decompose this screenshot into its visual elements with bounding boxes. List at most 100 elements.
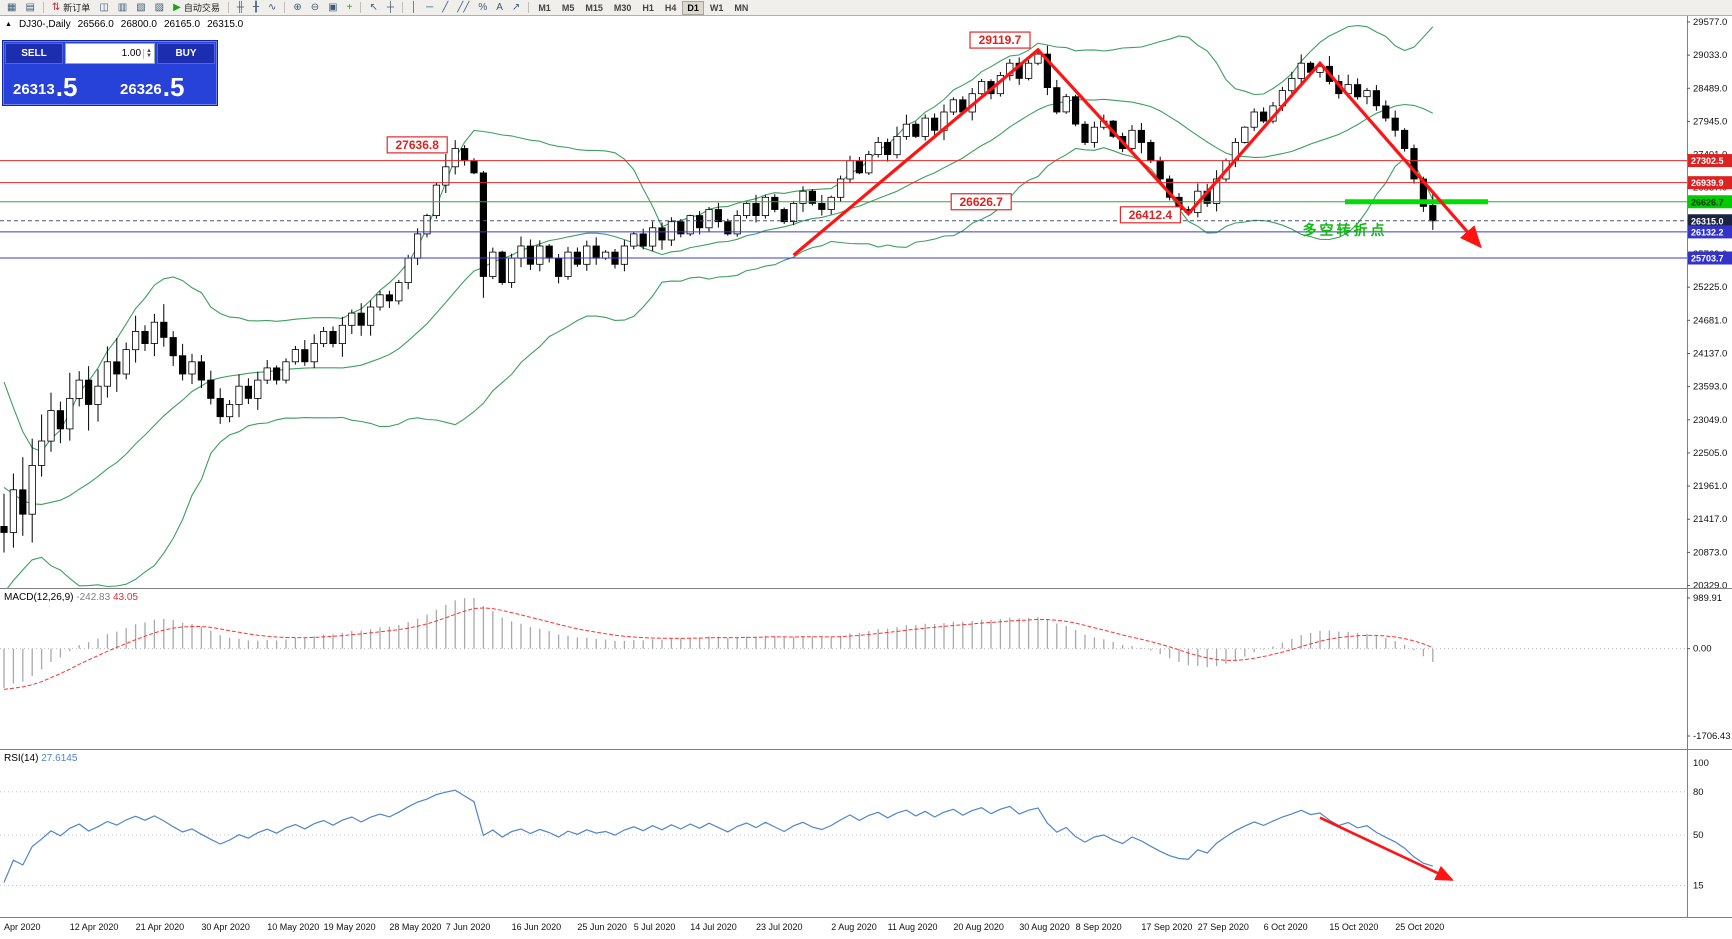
price-callout-label: 27636.8: [396, 138, 440, 152]
price-tick-label: 27945.0: [1693, 116, 1727, 127]
price-tick-label: 23593.0: [1693, 382, 1727, 393]
terminal-button[interactable]: ▨: [151, 1, 168, 15]
crosshair-button[interactable]: ┼: [383, 1, 398, 15]
timeframe-d1-button[interactable]: D1: [682, 0, 704, 15]
horizontal-line-icon: ─: [426, 1, 434, 13]
zoom-out-button[interactable]: ⊖: [307, 1, 323, 15]
chart-windows-icon: ◫: [99, 1, 109, 13]
fibonacci-button[interactable]: %: [474, 1, 491, 15]
price-level-badge-label: 26132.2: [1691, 227, 1724, 237]
timeframe-h1-button[interactable]: H1: [637, 1, 659, 15]
price-tick-label: 20873.0: [1693, 547, 1727, 558]
buy-price-main: 26326: [120, 81, 162, 99]
bollinger-bands[interactable]: [3, 25, 1434, 588]
crosshair-icon: ┼: [386, 1, 394, 13]
autotrading-button[interactable]: ▶ 自动交易: [169, 1, 224, 15]
zoom-in-button[interactable]: ⊕: [289, 1, 305, 15]
price-axis[interactable]: 29577.029033.028489.027945.027401.026857…: [1687, 17, 1727, 588]
buy-button[interactable]: BUY: [157, 43, 215, 64]
price-callout-label: 26626.7: [960, 195, 1004, 209]
autotrading-button-label: 自动交易: [183, 3, 220, 13]
timeframe-h4-button[interactable]: H4: [660, 1, 682, 15]
candlestick-chart-button[interactable]: ╂: [249, 1, 263, 15]
price-tick-label: 29577.0: [1693, 17, 1727, 28]
vertical-line-icon: │: [410, 1, 418, 13]
symbol-info: ▲ DJ30-,Daily 26566.0 26800.0 26165.0 26…: [5, 19, 243, 30]
chart-windows-button[interactable]: ◫: [95, 1, 112, 15]
macd-label: MACD(12,26,9) -242.83 43.05: [4, 592, 138, 603]
price-callout-box[interactable]: [386, 136, 448, 154]
timeframe-m15-button[interactable]: M15: [580, 1, 608, 15]
date-label: 16 Jun 2020: [511, 922, 562, 932]
bar-chart-button[interactable]: ╫: [233, 1, 248, 15]
cursor-button[interactable]: ↖: [365, 1, 381, 15]
ohlc-high: 26800.0: [120, 19, 157, 30]
channel-icon: ╱╱: [457, 1, 470, 13]
candlesticks: [0, 45, 1437, 553]
rsi-axis-label: 15: [1693, 880, 1704, 891]
turning-point-annotation[interactable]: 多空转折点: [1303, 222, 1388, 238]
sell-price-main: 26313: [13, 81, 55, 99]
price-tick-label: 21417.0: [1693, 514, 1727, 525]
volume-spinner[interactable]: ▲ ▼: [143, 47, 154, 59]
sell-price[interactable]: 26313 .5: [3, 64, 110, 103]
arrow-tool-button[interactable]: ↗: [508, 1, 524, 15]
rsi-axis-label: 80: [1693, 787, 1704, 798]
macd-histogram: [3, 598, 1434, 688]
text-button[interactable]: A: [492, 1, 507, 15]
rsi-label: RSI(14) 27.6145: [4, 753, 78, 764]
price-callout-box[interactable]: [1119, 206, 1182, 224]
volume-value[interactable]: 1.00: [121, 48, 142, 59]
price-callout-box[interactable]: [950, 193, 1012, 211]
rsi-axis-label: 100: [1693, 758, 1709, 769]
line-chart-button[interactable]: ∿: [264, 1, 280, 15]
timeframe-m5-button[interactable]: M5: [557, 1, 580, 15]
macd-panel[interactable]: 989.91 0.00 -1706.43 MACD(12,26,9) -242.83 …: [0, 588, 1732, 749]
main-chart-canvas[interactable]: 29577.029033.028489.027945.027401.026857…: [0, 16, 1732, 588]
price-level-badge-label: 26939.9: [1691, 178, 1724, 188]
spin-down-icon[interactable]: ▼: [146, 52, 152, 59]
tile-windows-button[interactable]: ▣: [324, 1, 341, 15]
date-label: 15 Oct 2020: [1329, 922, 1379, 932]
bollinger-upper-band: [3, 25, 1434, 453]
volume-input[interactable]: 1.00 ▲ ▼: [65, 43, 155, 64]
date-label: 20 Aug 2020: [953, 922, 1004, 932]
date-label: 17 Sep 2020: [1141, 922, 1193, 932]
date-label: 25 Jun 2020: [577, 922, 627, 932]
price-callout-box[interactable]: [969, 31, 1031, 49]
price-level-badge: [1688, 251, 1732, 265]
date-label: 28 May 2020: [389, 922, 442, 932]
price-callout-label: 29119.7: [979, 33, 1022, 47]
timeframe-mn-button[interactable]: MN: [729, 1, 753, 15]
rsi-panel[interactable]: 100 80 50 15 RSI(14) 27.6145: [0, 749, 1732, 917]
trendline-button[interactable]: ╱: [438, 1, 452, 15]
macd-axis-label: 0.00: [1693, 644, 1712, 655]
market-watch-button[interactable]: ▥: [114, 1, 131, 15]
date-axis[interactable]: Apr 2020 12 Apr 2020 21 Apr 2020 30 Apr 202…: [0, 917, 1732, 939]
data-window-button[interactable]: ▧: [132, 1, 149, 15]
date-label: 25 Oct 2020: [1395, 922, 1445, 932]
rsi-trend-arrow[interactable]: [1319, 816, 1454, 881]
price-tick-label: 28489.0: [1693, 83, 1727, 94]
date-label: 10 May 2020: [267, 922, 320, 932]
horizontal-line-button[interactable]: ─: [422, 1, 437, 15]
new-chart-button[interactable]: ▦: [3, 1, 20, 15]
date-label: 21 Apr 2020: [135, 922, 185, 932]
new-order-button[interactable]: ⇅ 新订单: [48, 1, 94, 15]
indicators-button[interactable]: +: [343, 1, 357, 15]
spin-up-icon[interactable]: ▲: [146, 47, 152, 54]
date-label: 12 Apr 2020: [69, 922, 119, 932]
price-level-badge: [1688, 225, 1732, 239]
symbol-title: DJ30-,Daily: [18, 19, 71, 30]
sell-button[interactable]: SELL: [5, 43, 63, 64]
channel-button[interactable]: ╱╱: [453, 1, 473, 15]
profiles-icon: ▤: [25, 1, 35, 13]
trend-arrow[interactable]: [792, 47, 1482, 257]
profiles-button[interactable]: ▤: [21, 1, 38, 15]
symbol-marker-icon: ▲: [5, 21, 12, 28]
buy-price[interactable]: 26326 .5: [110, 64, 217, 103]
vertical-line-button[interactable]: │: [407, 1, 421, 15]
timeframe-w1-button[interactable]: W1: [705, 1, 729, 15]
timeframe-m1-button[interactable]: M1: [533, 1, 556, 15]
timeframe-m30-button[interactable]: M30: [609, 1, 637, 15]
